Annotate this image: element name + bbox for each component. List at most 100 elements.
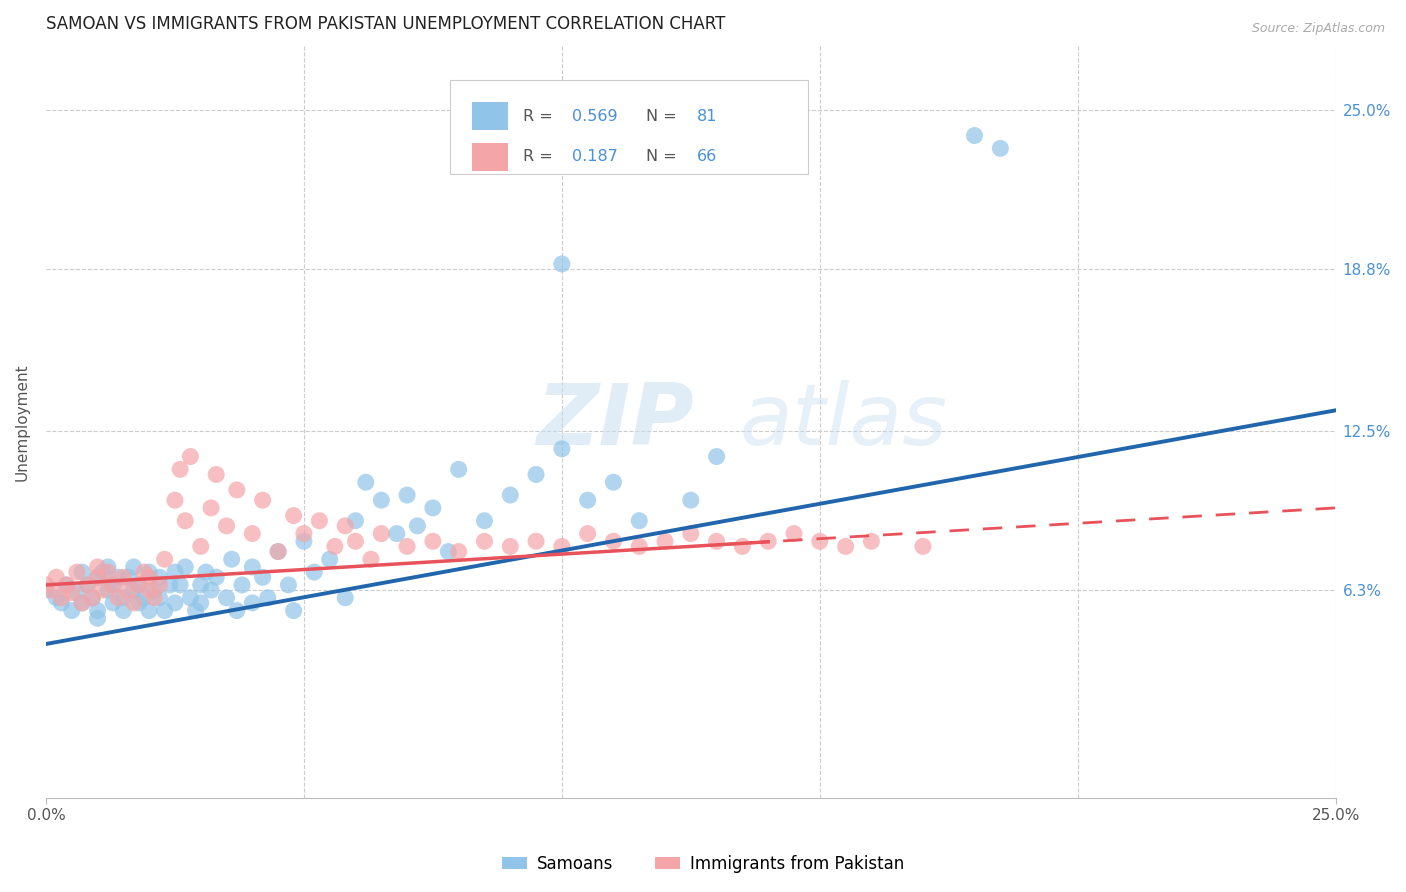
Text: R =: R = xyxy=(523,149,558,164)
Point xyxy=(551,442,574,456)
Point xyxy=(252,493,274,508)
Point xyxy=(602,534,624,549)
Point xyxy=(360,552,382,566)
Point xyxy=(153,604,176,618)
Point xyxy=(679,526,702,541)
Point xyxy=(70,596,93,610)
Text: 81: 81 xyxy=(697,109,718,124)
Point xyxy=(91,583,114,598)
Point xyxy=(132,591,155,605)
Point xyxy=(101,578,124,592)
Point xyxy=(51,591,73,605)
Point xyxy=(60,604,83,618)
Point xyxy=(76,578,98,592)
Point xyxy=(292,534,315,549)
Point xyxy=(302,565,325,579)
Legend: Samoans, Immigrants from Pakistan: Samoans, Immigrants from Pakistan xyxy=(495,848,911,880)
Point xyxy=(267,544,290,558)
Point xyxy=(335,591,357,605)
Point xyxy=(86,611,108,625)
Text: N =: N = xyxy=(645,149,682,164)
Text: SAMOAN VS IMMIGRANTS FROM PAKISTAN UNEMPLOYMENT CORRELATION CHART: SAMOAN VS IMMIGRANTS FROM PAKISTAN UNEMP… xyxy=(46,15,725,33)
Point xyxy=(551,257,574,271)
Point xyxy=(97,560,120,574)
Point xyxy=(221,552,243,566)
Bar xyxy=(471,102,508,130)
Point xyxy=(354,475,377,490)
Point xyxy=(55,578,77,592)
Point xyxy=(370,526,392,541)
Point xyxy=(860,534,883,549)
Point xyxy=(101,596,124,610)
Point xyxy=(576,493,599,508)
Point xyxy=(323,540,346,554)
Point xyxy=(499,488,522,502)
Text: atlas: atlas xyxy=(740,380,948,463)
Text: N =: N = xyxy=(645,109,682,124)
Point xyxy=(107,591,129,605)
Point xyxy=(82,591,104,605)
Point xyxy=(51,596,73,610)
Point xyxy=(215,519,238,533)
Point xyxy=(107,570,129,584)
Bar xyxy=(471,143,508,171)
Point xyxy=(277,578,299,592)
Point xyxy=(174,560,197,574)
Point xyxy=(240,596,263,610)
Point xyxy=(122,596,145,610)
Point xyxy=(474,514,496,528)
Point xyxy=(122,560,145,574)
Point xyxy=(179,450,201,464)
Point xyxy=(706,534,728,549)
Point xyxy=(66,565,89,579)
Point xyxy=(292,526,315,541)
Point xyxy=(148,578,170,592)
Point xyxy=(406,519,429,533)
Point xyxy=(474,534,496,549)
Point xyxy=(117,570,139,584)
Point xyxy=(112,570,135,584)
Point xyxy=(132,565,155,579)
Point xyxy=(122,583,145,598)
Text: R =: R = xyxy=(523,109,558,124)
Point xyxy=(396,488,419,502)
Point xyxy=(163,565,186,579)
Point xyxy=(200,500,222,515)
Point xyxy=(35,578,58,592)
Point xyxy=(184,604,207,618)
Point xyxy=(628,514,651,528)
Point xyxy=(283,604,305,618)
Point xyxy=(783,526,806,541)
Point xyxy=(138,570,160,584)
Point xyxy=(225,604,247,618)
Point xyxy=(128,596,150,610)
Point xyxy=(628,540,651,554)
Point xyxy=(45,570,67,584)
Point xyxy=(240,526,263,541)
Point xyxy=(128,578,150,592)
Point xyxy=(190,578,212,592)
Point xyxy=(447,544,470,558)
Point xyxy=(179,591,201,605)
Point xyxy=(148,570,170,584)
Point xyxy=(86,570,108,584)
Point xyxy=(808,534,831,549)
Point xyxy=(679,493,702,508)
Point xyxy=(174,514,197,528)
Point xyxy=(654,534,676,549)
Point xyxy=(82,591,104,605)
Text: Source: ZipAtlas.com: Source: ZipAtlas.com xyxy=(1251,22,1385,36)
Point xyxy=(319,552,342,566)
Point xyxy=(988,141,1011,155)
Point xyxy=(252,570,274,584)
Point xyxy=(86,570,108,584)
Point xyxy=(190,596,212,610)
Point xyxy=(283,508,305,523)
Point xyxy=(344,534,367,549)
Text: ZIP: ZIP xyxy=(536,380,693,463)
Point xyxy=(70,596,93,610)
Point xyxy=(159,578,181,592)
Point xyxy=(267,544,290,558)
Point xyxy=(225,483,247,497)
Text: 66: 66 xyxy=(697,149,717,164)
